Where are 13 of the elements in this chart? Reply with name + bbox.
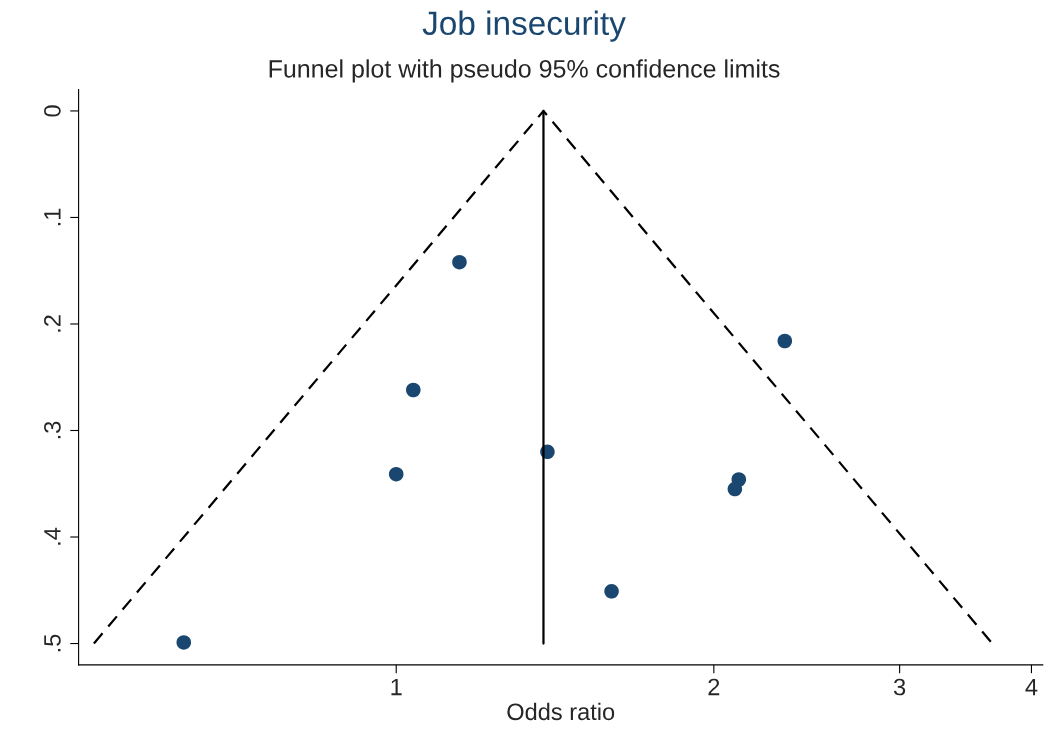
y-tick-label: .1 <box>44 208 61 226</box>
y-tick-label: .3 <box>44 421 61 439</box>
x-axis-title: Odds ratio <box>507 702 615 721</box>
chart-subtitle: Funnel plot with pseudo 95% confidence limits <box>269 59 780 83</box>
y-tick-label: .4 <box>44 527 61 545</box>
y-tick-label: .2 <box>44 315 61 332</box>
x-tick-label: 4 <box>1025 678 1038 696</box>
y-tick-label: 0 <box>44 105 61 117</box>
x-tick-label: 1 <box>391 678 402 696</box>
x-tick-label: 2 <box>708 678 720 696</box>
y-tick-label: .5 <box>44 634 61 652</box>
x-tick-label: 3 <box>893 678 906 696</box>
chart-title: Job insecurity <box>422 10 626 42</box>
